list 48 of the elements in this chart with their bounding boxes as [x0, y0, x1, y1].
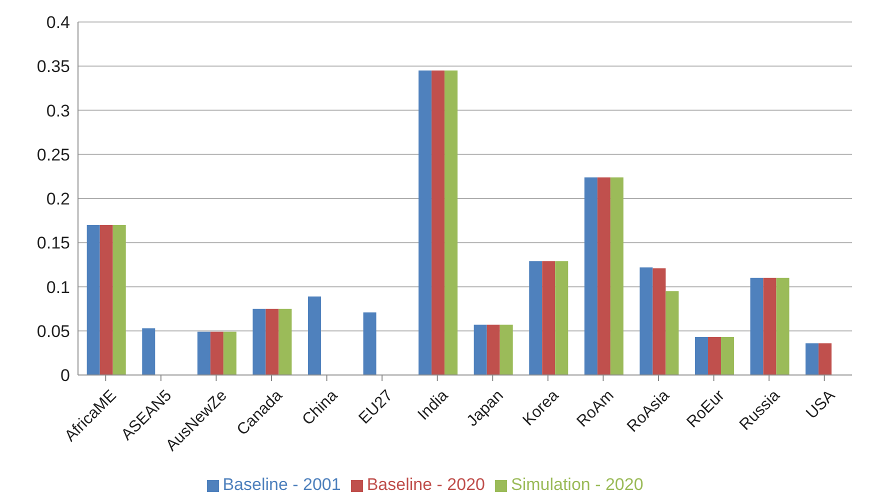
- bar: [197, 332, 210, 375]
- bar: [444, 70, 458, 375]
- bar: [640, 267, 653, 375]
- x-tick-label: USA: [803, 386, 839, 422]
- bar: [432, 70, 445, 375]
- bar: [486, 324, 500, 375]
- bar: [750, 278, 764, 375]
- bar: [142, 328, 156, 375]
- bar: [610, 177, 624, 375]
- y-tick-label: 0.1: [46, 278, 70, 297]
- bar: [806, 343, 819, 375]
- bar: [252, 308, 266, 375]
- bar: [223, 332, 236, 375]
- bar: [418, 70, 432, 375]
- bar: [584, 177, 598, 375]
- y-tick-label: 0: [60, 366, 70, 386]
- bar: [308, 296, 321, 375]
- bar: [763, 278, 776, 375]
- bar: [720, 337, 734, 375]
- bar: [86, 224, 100, 375]
- bar: [666, 291, 679, 375]
- y-tick-label: 0.3: [46, 101, 70, 120]
- bar: [474, 324, 487, 375]
- bar: [542, 261, 556, 375]
- bar: [694, 337, 708, 375]
- bar: [708, 337, 721, 375]
- legend-label: Baseline - 2001: [222, 475, 341, 494]
- bar: [597, 177, 610, 375]
- y-tick-label: 0.25: [36, 145, 70, 164]
- y-tick-label: 0.15: [36, 234, 70, 253]
- bar: [266, 308, 279, 375]
- bar: [278, 308, 292, 375]
- bar: [363, 312, 376, 375]
- bar: [652, 268, 666, 375]
- y-tick-label: 0.2: [46, 190, 70, 209]
- bar: [112, 224, 126, 375]
- legend-label: Baseline - 2020: [366, 475, 485, 494]
- bar: [100, 224, 113, 375]
- bar: [500, 324, 513, 375]
- bar: [555, 261, 568, 375]
- legend-label: Simulation - 2020: [510, 475, 644, 494]
- y-tick-label: 0.05: [36, 322, 70, 341]
- bar: [776, 278, 790, 375]
- y-tick-label: 0.4: [46, 13, 70, 32]
- y-tick-label: 0.35: [36, 57, 70, 76]
- bar: [529, 261, 542, 375]
- bar: [818, 343, 832, 375]
- bar: [210, 332, 224, 375]
